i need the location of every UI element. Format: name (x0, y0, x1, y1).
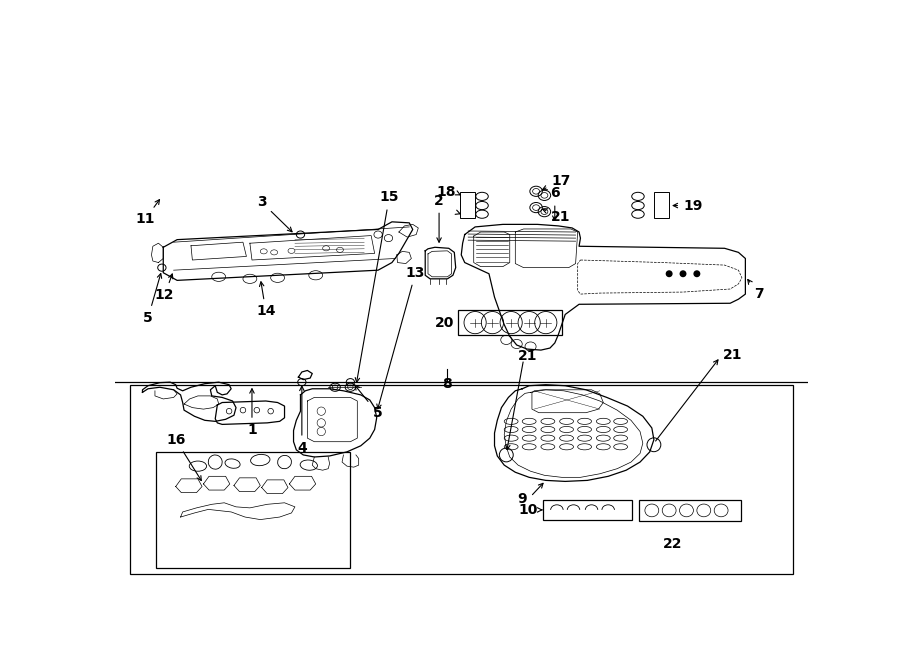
Text: 20: 20 (435, 315, 454, 330)
Text: 7: 7 (748, 280, 763, 301)
Circle shape (694, 271, 699, 276)
Text: 22: 22 (663, 537, 682, 551)
Bar (130, 385, 793, 574)
Circle shape (666, 271, 672, 276)
Text: 9: 9 (518, 492, 527, 506)
Text: 15: 15 (356, 190, 399, 382)
Bar (654, 192, 669, 217)
Text: 12: 12 (155, 274, 175, 302)
Text: 17: 17 (543, 174, 571, 190)
Text: 21: 21 (518, 349, 537, 363)
Text: 14: 14 (256, 282, 275, 319)
Text: 6: 6 (550, 186, 560, 220)
Text: 3: 3 (256, 195, 292, 232)
Text: 18: 18 (436, 185, 455, 200)
Bar (458, 311, 562, 335)
Text: 1: 1 (248, 389, 256, 437)
Bar (639, 500, 742, 521)
Text: 13: 13 (377, 266, 425, 408)
Bar (543, 500, 632, 520)
Bar (460, 192, 475, 217)
Text: 16: 16 (166, 433, 202, 481)
Text: 10: 10 (518, 503, 537, 517)
Circle shape (680, 271, 686, 276)
Text: 21: 21 (543, 209, 571, 223)
Text: 5: 5 (355, 385, 382, 420)
Text: 5: 5 (143, 274, 162, 325)
Text: 21: 21 (724, 348, 742, 362)
Text: 2: 2 (434, 194, 444, 242)
Text: 19: 19 (673, 198, 702, 213)
Bar (157, 452, 350, 568)
Text: 4: 4 (297, 386, 307, 455)
Text: 11: 11 (135, 200, 159, 226)
Text: 8: 8 (443, 377, 453, 391)
